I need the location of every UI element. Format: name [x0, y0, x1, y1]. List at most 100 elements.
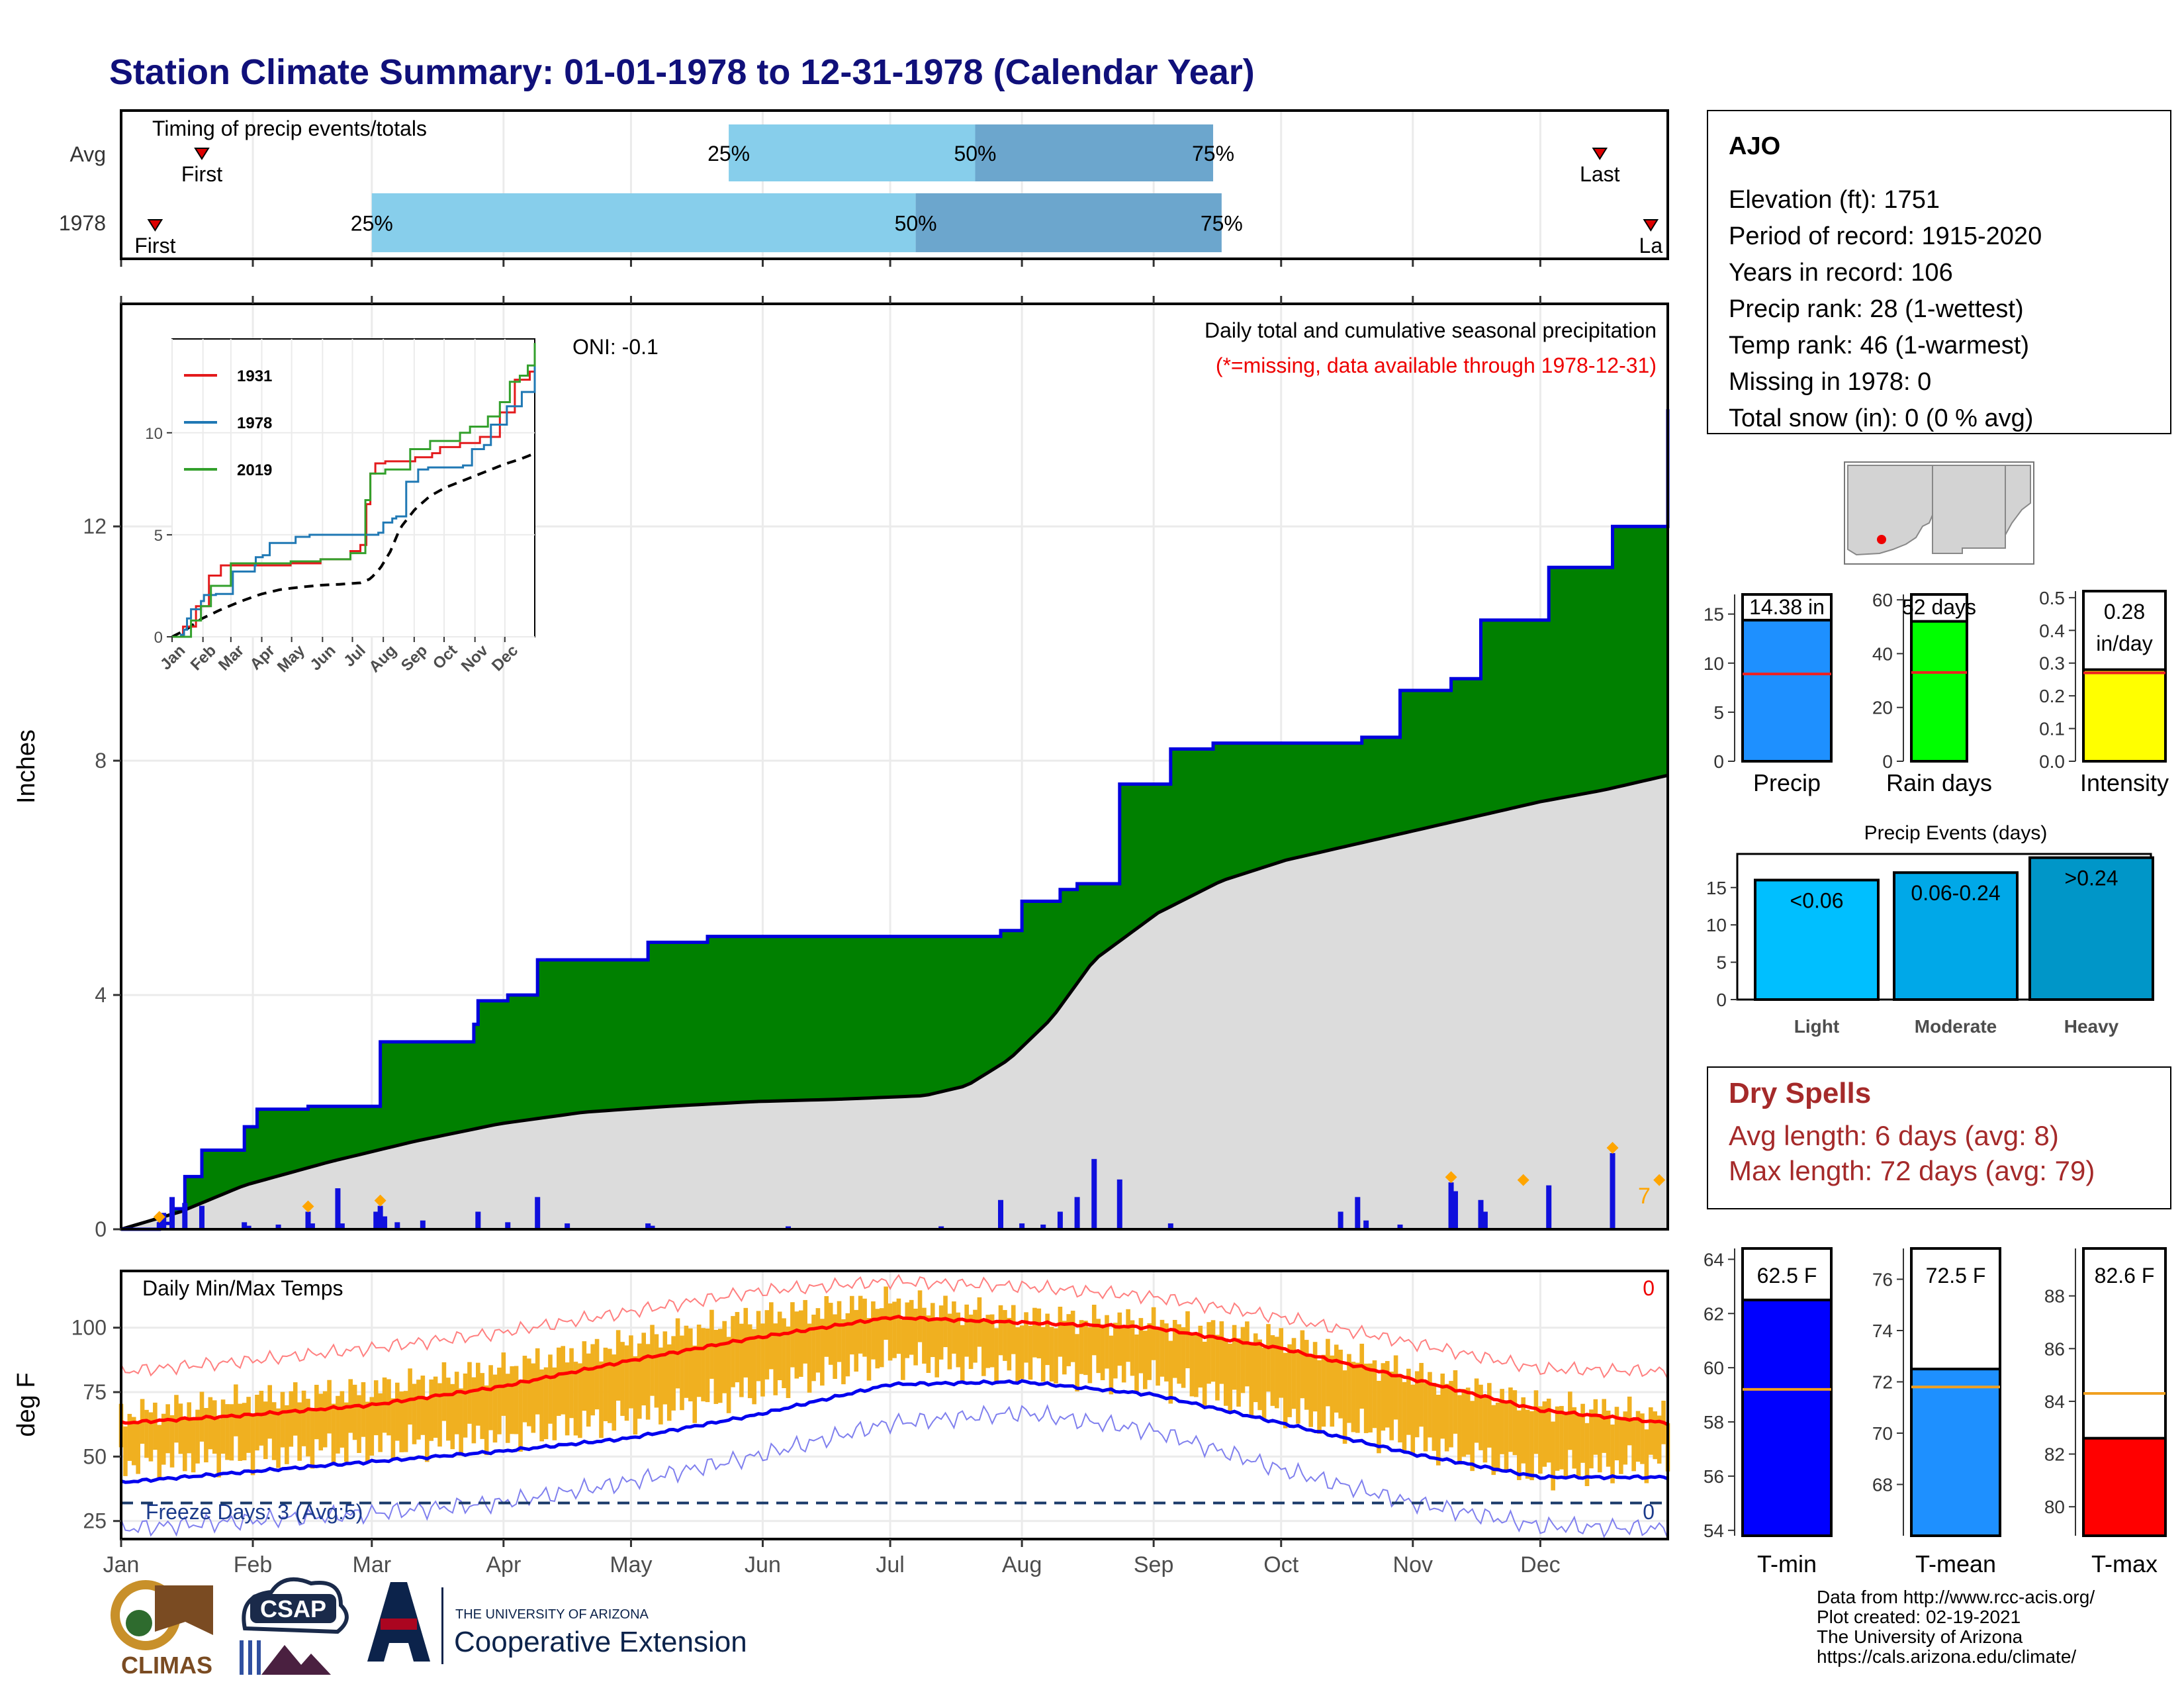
station-detail-line: Elevation (ft): 1751: [1729, 186, 1940, 214]
daily-temp-range-bar: [1533, 1390, 1539, 1454]
daily-temp-range-bar: [922, 1307, 927, 1364]
daily-temp-range-bar: [1482, 1394, 1488, 1463]
timing-pct-label: 25%: [351, 212, 393, 236]
daily-temp-range-bar: [1087, 1327, 1093, 1383]
daily-temp-range-bar: [807, 1323, 812, 1393]
daily-temp-range-bar: [204, 1408, 208, 1463]
temperature-panel: 25 50 75 100 Jan Feb Mar Apr May Jun Jul Aug Sep Oct…: [13, 1270, 1670, 1577]
daily-temp-range-bar: [352, 1384, 357, 1440]
climas-logo-shape: [155, 1585, 213, 1635]
daily-temp-range-bar: [412, 1383, 417, 1444]
daily-temp-range-bar: [238, 1403, 243, 1461]
daily-temp-range-bar: [561, 1346, 566, 1415]
daily-temp-range-bar: [1075, 1334, 1079, 1391]
timing-pct-label: 50%: [895, 212, 937, 236]
small-chart-y-tick-label: 40: [1872, 643, 1893, 664]
daily-temp-range-bar: [480, 1373, 485, 1439]
daily-temp-range-bar: [280, 1391, 285, 1448]
station-details: Elevation (ft): 1751 Period of record: 19…: [1729, 186, 2042, 432]
daily-temp-range-bar: [743, 1307, 749, 1378]
daily-temp-range-bar: [688, 1328, 693, 1402]
daily-temp-range-bar: [343, 1402, 349, 1462]
daily-temp-range-bar: [454, 1372, 459, 1434]
daily-temp-range-bar: [752, 1329, 756, 1405]
daily-temp-range-bar: [476, 1362, 480, 1426]
daily-temp-range-bar: [1546, 1398, 1551, 1463]
daily-temp-range-bar: [378, 1393, 383, 1452]
daily-precip-bar: [1452, 1191, 1458, 1229]
csap-rain-bar: [257, 1640, 261, 1675]
daily-temp-range-bar: [862, 1298, 867, 1357]
timing-panel-frame: [120, 109, 1669, 260]
daily-temp-range-bar: [1457, 1395, 1462, 1465]
daily-temp-range-bar: [875, 1309, 880, 1369]
daily-temp-range-bar: [1465, 1387, 1471, 1455]
daily-temp-range-bar: [322, 1391, 328, 1448]
daily-temp-range-bar: [556, 1347, 561, 1416]
daily-temp-range-bar: [463, 1373, 468, 1438]
precip-y-tick-label: 12: [83, 514, 107, 538]
daily-precip-bar: [335, 1188, 341, 1229]
temp-y-axis: 25 50 75 100: [71, 1316, 121, 1533]
cumulative-precip-1978-line: [121, 409, 1670, 1231]
daily-temp-range-bar: [654, 1334, 659, 1408]
daily-temp-range-bar: [1287, 1344, 1292, 1417]
daily-temp-range-bar: [637, 1343, 642, 1419]
station-detail-line: Years in record: 106: [1729, 259, 1953, 287]
station-detail-line: Temp rank: 46 (1-warmest): [1729, 332, 2029, 359]
inset-legend-label: 1978: [237, 414, 272, 432]
daily-temp-range-bar: [790, 1302, 795, 1368]
inset-frame: [171, 338, 535, 637]
daily-precip-bar: [1338, 1211, 1343, 1229]
daily-temp-range-bar: [1096, 1319, 1101, 1374]
small-chart-y-tick-label: 82: [2044, 1444, 2065, 1465]
daily-temp-range-bar: [165, 1404, 170, 1454]
daily-temp-range-bar: [539, 1369, 544, 1442]
daily-temp-range-bar: [934, 1319, 940, 1378]
avg-min-line: [120, 1379, 1668, 1484]
daily-temp-range-bar: [1091, 1304, 1097, 1356]
missing-note: (*=missing, data available through 1978-…: [1216, 353, 1657, 377]
daily-temp-range-bar: [336, 1395, 340, 1454]
daily-temp-range-bar: [1304, 1340, 1309, 1410]
timing-pct-label: 75%: [1192, 142, 1234, 165]
station-info-frame: [1707, 110, 2171, 434]
daily-temp-range-bar: [726, 1336, 731, 1413]
daily-temp-range-bar: [1474, 1378, 1479, 1443]
timing-bar-q25-q50: [371, 193, 916, 252]
daily-temp-range-bar: [484, 1385, 489, 1456]
daily-temp-range-bar: [1109, 1335, 1114, 1395]
daily-temp-range-bar: [285, 1405, 289, 1464]
daily-temp-range-bar: [441, 1362, 447, 1421]
daily-temp-range-bar: [666, 1344, 672, 1421]
daily-precip-bar: [1397, 1224, 1403, 1229]
daily-temp-range-bar: [1100, 1324, 1105, 1381]
daily-temp-range-bar: [522, 1356, 527, 1423]
daily-temp-range-bar: [764, 1310, 770, 1380]
daily-temp-range-bar: [1614, 1407, 1619, 1461]
dry-spells-frame: [1707, 1066, 2171, 1209]
top-right-count: 0: [1643, 1276, 1655, 1300]
daily-precip-bar: [1610, 1152, 1615, 1229]
daily-temp-range-bar: [1312, 1342, 1318, 1412]
daily-temp-range-bar: [1572, 1407, 1577, 1469]
daily-temp-range-bar: [1266, 1324, 1271, 1392]
daily-temp-range-bar: [973, 1309, 978, 1363]
small-chart-value-label: 14.38 in: [1749, 595, 1825, 619]
daily-temp-range-bar: [1440, 1373, 1445, 1439]
small-chart-y-tick-label: 0.2: [2039, 686, 2065, 706]
avg-max-line: [120, 1315, 1669, 1427]
daily-temp-range-bar: [310, 1408, 315, 1469]
small-chart-y-tick-label: 0.1: [2039, 719, 2065, 739]
temp-panel-frame: [120, 1270, 1669, 1540]
daily-temp-range-bar: [866, 1318, 872, 1381]
daily-precip-bar: [1091, 1158, 1097, 1229]
daily-temp-range-bar: [603, 1347, 608, 1421]
daily-precip-bar: [1116, 1179, 1122, 1229]
precip-y-tick-label: 8: [95, 749, 107, 773]
daily-temp-range-bar: [1147, 1323, 1152, 1380]
daily-temp-range-bar: [645, 1344, 651, 1420]
daily-temp-range-bar: [905, 1302, 910, 1358]
daily-temp-range-bar: [633, 1356, 638, 1435]
small-chart-value-label: 0.28: [2104, 600, 2145, 624]
